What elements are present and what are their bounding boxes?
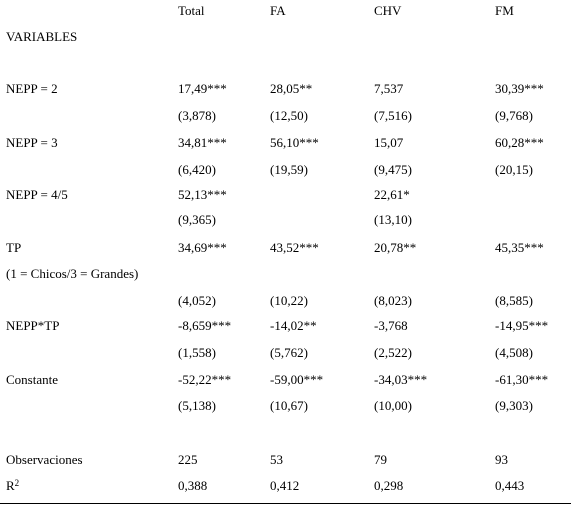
std-error-cell: (3,878) [178, 108, 216, 123]
r2-superscript: 2 [14, 478, 20, 488]
column-header: FM [495, 3, 514, 18]
coefficient-cell: 22,61* [374, 187, 410, 202]
std-error-cell: (2,522) [374, 345, 412, 360]
std-error-cell: (10,67) [270, 398, 308, 413]
observations-cell: 79 [374, 452, 387, 467]
column-header: Total [178, 3, 205, 18]
r2-cell: 0,412 [270, 478, 300, 493]
coefficient-cell: -59,00*** [270, 372, 324, 387]
coefficient-cell: -61,30*** [495, 372, 549, 387]
column-header: FA [270, 3, 286, 18]
coefficient-cell: 30,39*** [495, 81, 544, 96]
r2-label: R2 [6, 478, 19, 493]
coefficient-cell: 17,49*** [178, 81, 227, 96]
std-error-cell: (19,59) [270, 162, 308, 177]
r2-cell: 0,443 [495, 478, 525, 493]
observations-cell: 93 [495, 452, 508, 467]
coefficient-cell: -14,95*** [495, 318, 549, 333]
coefficient-cell: 34,81*** [178, 135, 227, 150]
std-error-cell: (5,762) [270, 345, 308, 360]
coefficient-cell: 28,05** [270, 81, 313, 96]
coefficient-cell: 60,28*** [495, 135, 544, 150]
coefficient-cell: 20,78** [374, 240, 417, 255]
std-error-cell: (20,15) [495, 162, 533, 177]
std-error-cell: (10,22) [270, 293, 308, 308]
coefficient-cell: -3,768 [374, 318, 408, 333]
row-label: Constante [6, 372, 58, 387]
std-error-cell: (8,023) [374, 293, 412, 308]
column-header: CHV [374, 3, 402, 18]
row-label: NEPP = 3 [6, 135, 58, 150]
std-error-cell: (12,50) [270, 108, 308, 123]
observations-cell: 53 [270, 452, 283, 467]
row-label: NEPP*TP [6, 318, 60, 333]
row-label: TP [6, 240, 22, 255]
coefficient-cell: 15,07 [374, 135, 404, 150]
row-label: NEPP = 2 [6, 81, 58, 96]
std-error-cell: (5,138) [178, 398, 216, 413]
r2-label-text: R [6, 478, 15, 493]
std-error-cell: (7,516) [374, 108, 412, 123]
std-error-cell: (6,420) [178, 162, 216, 177]
variables-label: VARIABLES [6, 29, 78, 44]
std-error-cell: (10,00) [374, 398, 412, 413]
std-error-cell: (9,768) [495, 108, 533, 123]
std-error-cell: (9,475) [374, 162, 412, 177]
std-error-cell: (1,558) [178, 345, 216, 360]
coefficient-cell: -8,659*** [178, 318, 232, 333]
coefficient-cell: 34,69*** [178, 240, 227, 255]
r2-cell: 0,298 [374, 478, 404, 493]
coefficient-cell: -14,02** [270, 318, 317, 333]
coefficient-cell: 52,13*** [178, 187, 227, 202]
observations-cell: 225 [178, 452, 198, 467]
std-error-cell: (9,365) [178, 212, 216, 227]
std-error-cell: (8,585) [495, 293, 533, 308]
row-sublabel: (1 = Chicos/3 = Grandes) [6, 266, 139, 281]
row-label: NEPP = 4/5 [6, 187, 68, 202]
std-error-cell: (4,508) [495, 345, 533, 360]
observations-label: Observaciones [6, 452, 83, 467]
std-error-cell: (9,303) [495, 398, 533, 413]
bottom-rule [0, 503, 571, 504]
coefficient-cell: -34,03*** [374, 372, 428, 387]
r2-cell: 0,388 [178, 478, 208, 493]
std-error-cell: (4,052) [178, 293, 216, 308]
std-error-cell: (13,10) [374, 212, 412, 227]
coefficient-cell: 7,537 [374, 81, 404, 96]
coefficient-cell: 56,10*** [270, 135, 319, 150]
coefficient-cell: 45,35*** [495, 240, 544, 255]
coefficient-cell: 43,52*** [270, 240, 319, 255]
coefficient-cell: -52,22*** [178, 372, 232, 387]
